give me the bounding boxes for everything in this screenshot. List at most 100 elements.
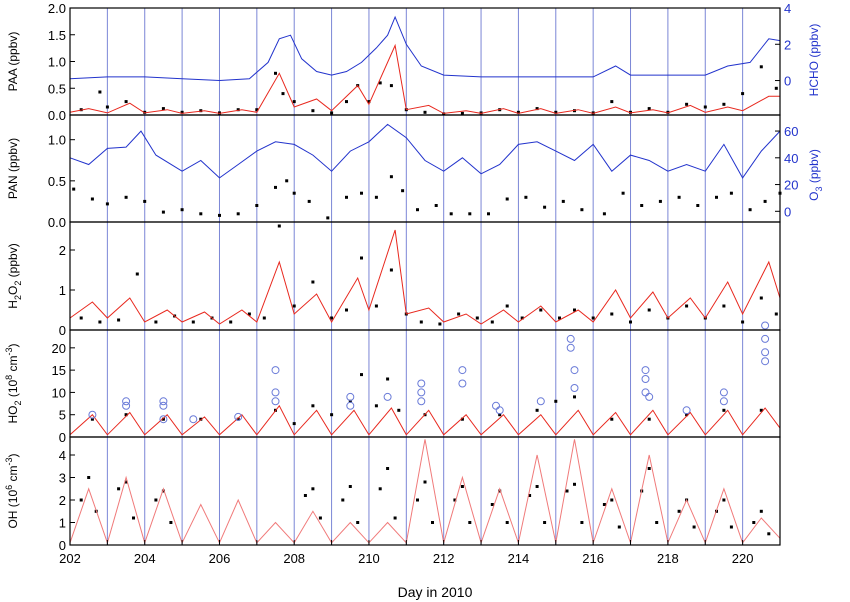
h2o2-measured-point: [345, 308, 348, 312]
oh-measured-point: [79, 498, 83, 502]
x-tick-label: 204: [134, 551, 156, 566]
paa-measured-point: [281, 92, 285, 96]
ho2-secondary-circle: [761, 334, 770, 343]
ho2-measured-point: [397, 408, 401, 412]
oh-measured-point: [124, 480, 128, 484]
h2o2-measured-point: [389, 268, 393, 272]
ho2-measured-point: [460, 417, 464, 421]
oh-panel-frame: [69, 436, 781, 546]
ho2-secondary-circle: [271, 366, 280, 375]
ho2-secondary-circle: [122, 401, 131, 410]
h2o2-measured-point: [135, 272, 139, 276]
pan-panel-frame: [69, 114, 781, 223]
pan-measured-point: [326, 216, 330, 220]
pan-y-tick-label: 1.0: [48, 133, 66, 148]
h2o2-measured-point: [247, 312, 251, 316]
oh-measured-point: [602, 503, 606, 506]
oh-measured-point: [341, 498, 345, 502]
pan-measured-point: [640, 204, 644, 207]
oh-measured-point: [453, 498, 457, 502]
ho2-measured-point: [610, 417, 614, 421]
ho2-measured-point: [498, 413, 502, 417]
oh-measured-point: [117, 487, 121, 491]
paa-panel-frame: [69, 7, 781, 116]
paa-measured-point: [703, 105, 707, 109]
oh-measured-point: [318, 516, 322, 520]
ho2-measured-point: [311, 404, 315, 408]
h2o2-measured-point: [262, 316, 266, 320]
pan-y2-tick-label: 60: [784, 124, 798, 139]
oh-y-tick-label: 2: [59, 493, 66, 508]
ho2-secondary-circle: [492, 401, 500, 410]
h2o2-panel-frame: [69, 221, 781, 331]
h2o2-measured-point: [490, 320, 494, 324]
paa-measured-point: [274, 71, 277, 75]
paa-measured-point: [124, 100, 128, 104]
ho2-secondary-circle: [570, 366, 579, 375]
x-tick-label: 218: [657, 551, 679, 566]
ho2-model-line: [69, 404, 781, 436]
x-tick-label: 220: [732, 551, 754, 566]
x-tick-label: 206: [209, 551, 231, 566]
series-layer: [69, 15, 782, 545]
h2o2-measured-point: [505, 304, 509, 308]
ho2-secondary-circle: [458, 379, 467, 388]
pan-measured-point: [124, 195, 128, 199]
oh-model-line: [69, 439, 781, 545]
oh-measured-point: [692, 525, 696, 529]
ho2-secondary-circle: [271, 388, 280, 397]
pan-measured-point: [401, 189, 405, 193]
h2o2-measured-point: [685, 304, 689, 308]
x-tick-label: 208: [283, 551, 305, 566]
oh-measured-point: [729, 525, 733, 529]
pan-measured-point: [285, 179, 289, 183]
pan-measured-point: [505, 197, 509, 201]
axes-layer: [69, 7, 781, 546]
paa-measured-point: [292, 100, 296, 104]
ho2-secondary-circle: [641, 366, 650, 375]
pan-y-axis-title: PAN (ppbv): [6, 138, 20, 199]
ho2-secondary-circle: [383, 392, 392, 401]
pan-measured-point: [677, 195, 681, 199]
paa-y-tick-label: 0.5: [48, 81, 66, 96]
ho2-secondary-circle: [536, 397, 545, 406]
paa-measured-point: [774, 86, 778, 90]
pan-measured-point: [416, 208, 419, 212]
paa-model-line: [69, 43, 780, 114]
pan-measured-point: [180, 208, 184, 212]
ho2-secondary-circle: [566, 334, 575, 343]
pan-measured-point: [236, 212, 240, 216]
oh-measured-point: [752, 521, 756, 524]
pan-secondary-line: [69, 123, 781, 179]
ho2-secondary-circle: [495, 406, 504, 415]
h2o2-measured-point: [191, 320, 195, 324]
oh-measured-point: [303, 494, 307, 497]
ho2-secondary-circle: [189, 415, 198, 424]
h2o2-measured-point: [311, 280, 315, 284]
x-tick-label: 212: [433, 551, 455, 566]
pan-measured-point: [449, 212, 453, 216]
paa-measured-point: [345, 100, 348, 104]
pan-measured-point: [255, 204, 259, 207]
h2o2-measured-point: [277, 224, 281, 228]
paa-measured-point: [423, 110, 427, 114]
paa-y2-tick-label: 4: [784, 1, 791, 16]
pan-measured-point: [729, 191, 733, 195]
pan-measured-point: [543, 205, 547, 209]
ho2-secondary-circle: [271, 397, 280, 406]
ho2-measured-point: [374, 404, 378, 408]
h2o2-measured-point: [610, 312, 614, 316]
pan-measured-point: [763, 199, 767, 203]
paa-measured-point: [460, 111, 464, 115]
paa-measured-point: [647, 107, 651, 111]
ho2-measured-point: [554, 399, 558, 403]
oh-measured-point: [722, 498, 726, 502]
h2o2-measured-point: [229, 320, 233, 324]
h2o2-y-axis-title: H2​O2​ (ppbv): [6, 243, 23, 308]
h2o2-measured-point: [573, 308, 576, 312]
pan-measured-point: [90, 197, 94, 201]
paa-measured-point: [610, 100, 614, 104]
labels-layer: 0.0 0.5 1.0 1.5 2.0 0 2 4 PAA (ppbv) HCHO (ppbv) 0…: [4, 1, 824, 566]
ho2-measured-point: [685, 413, 689, 417]
